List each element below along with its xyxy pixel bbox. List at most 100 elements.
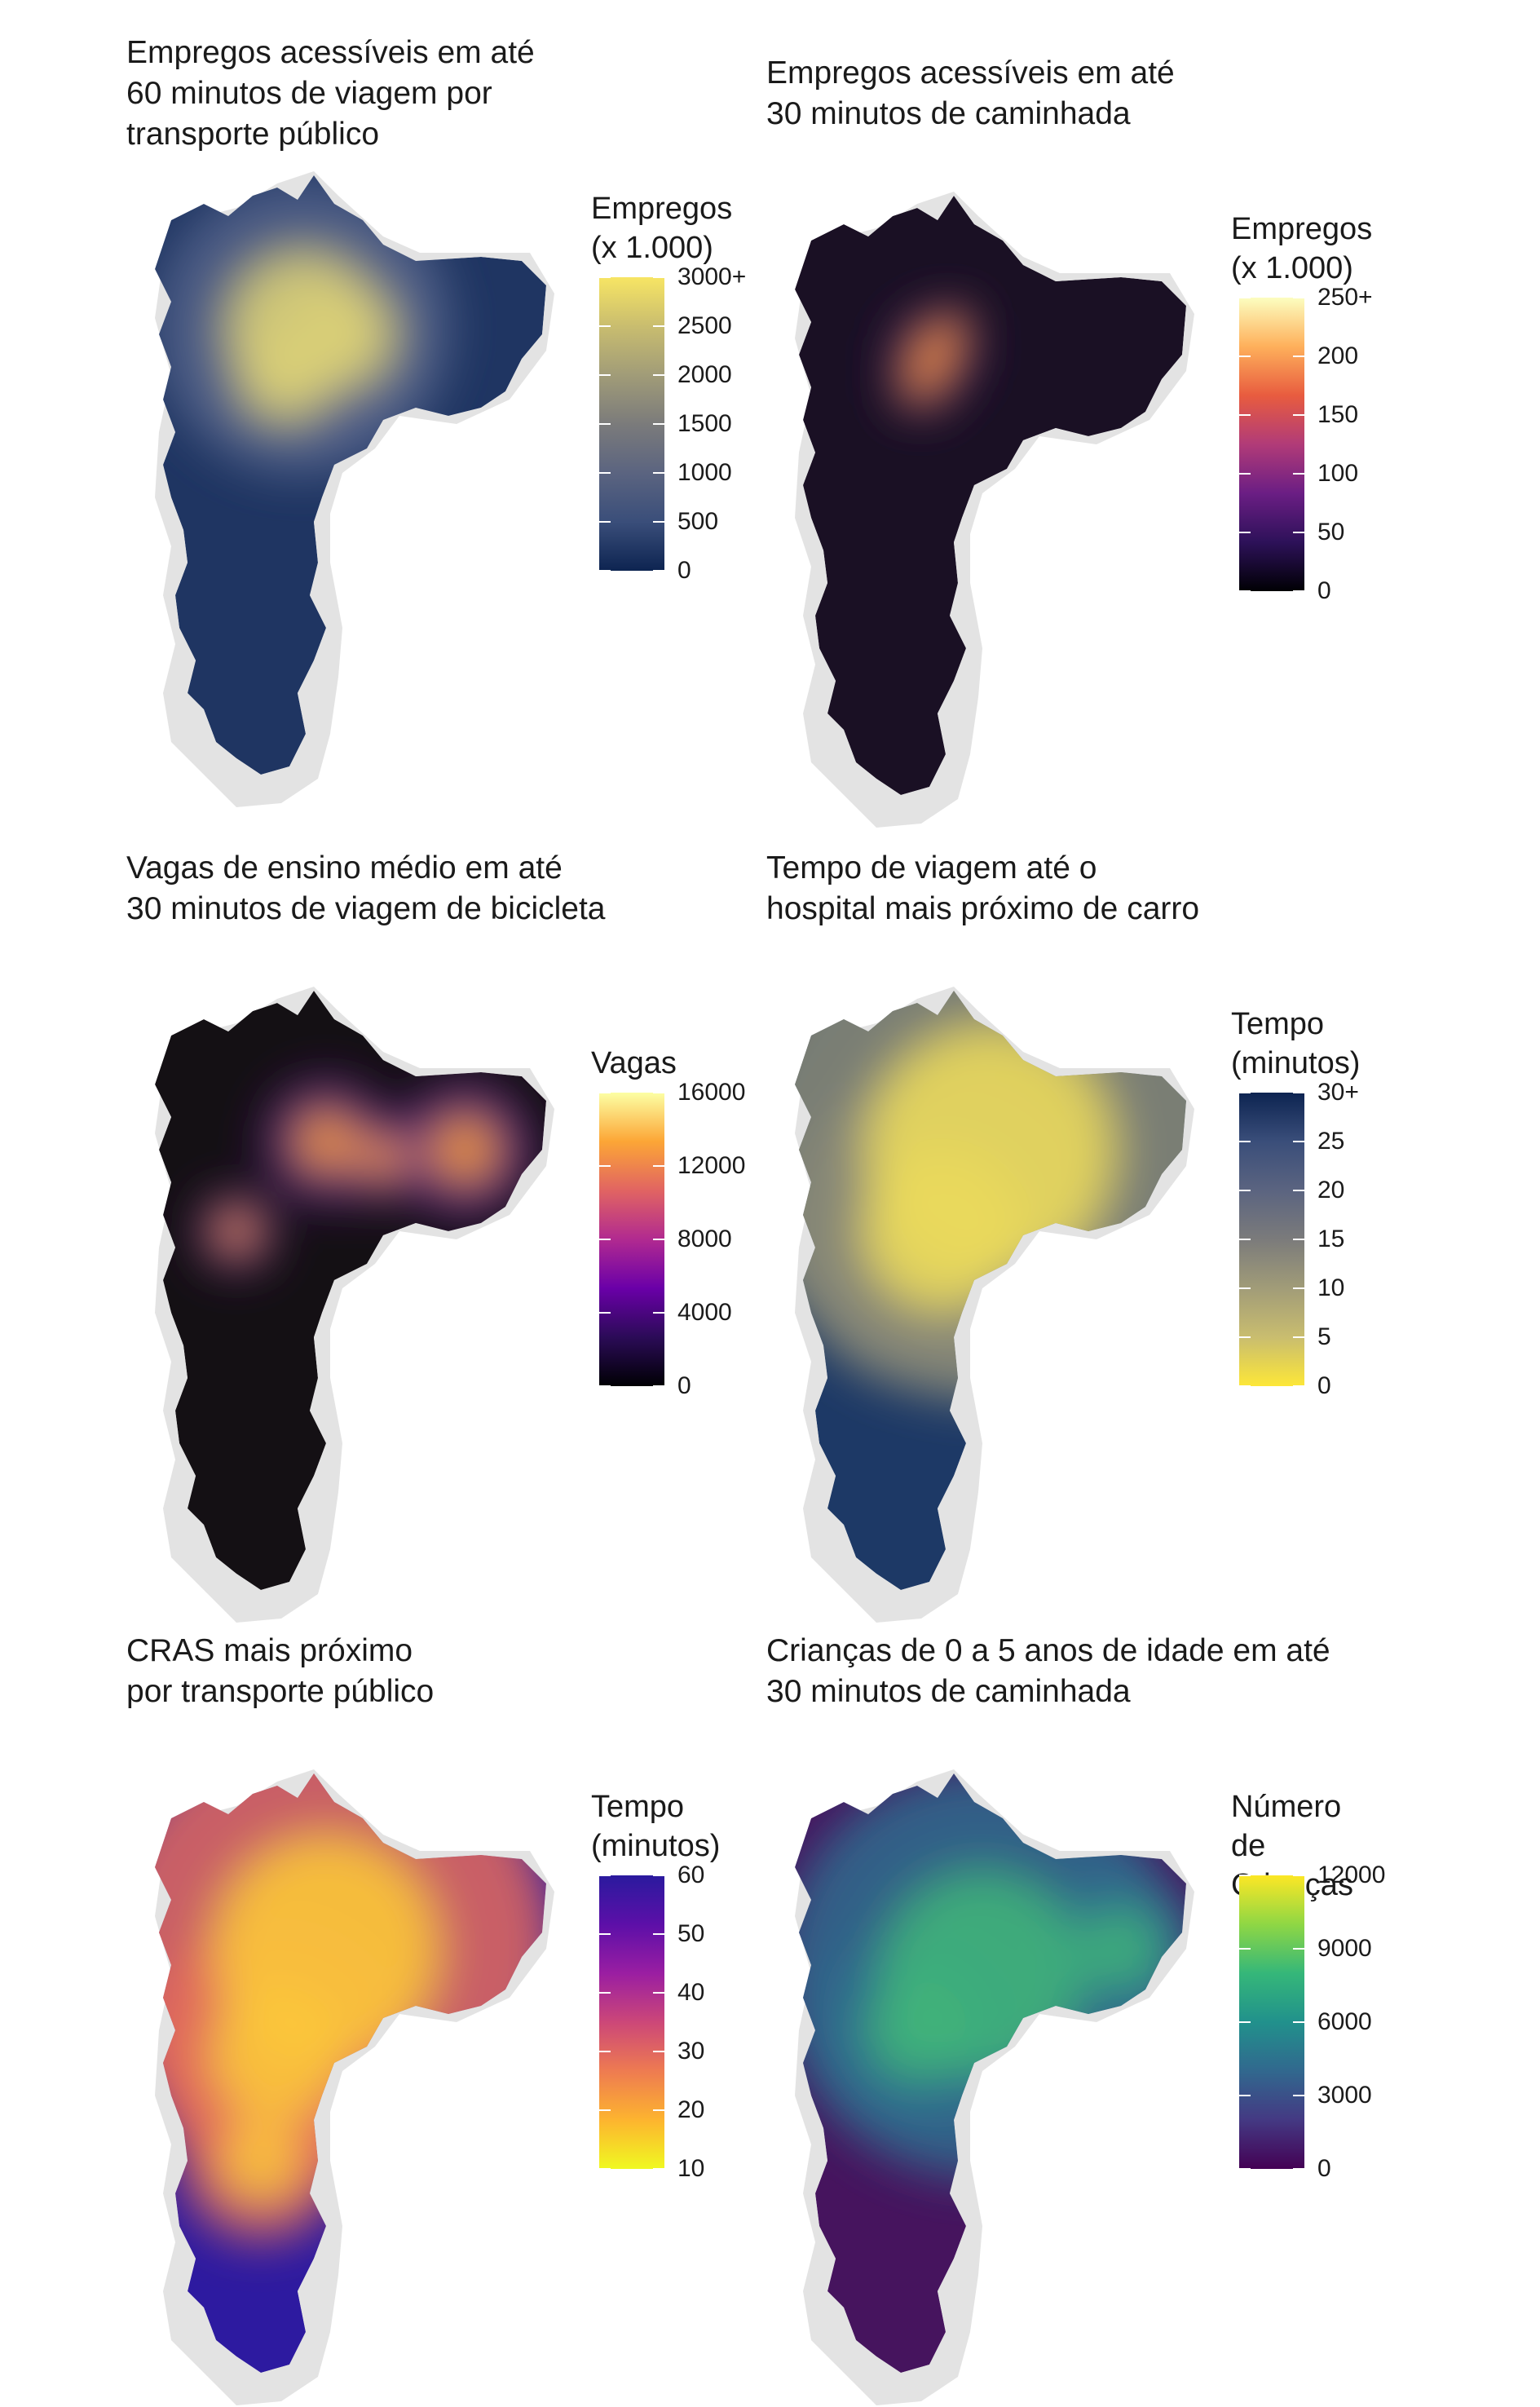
legend-tick-mark [1293,2095,1304,2096]
legend-tick-mark [1239,297,1251,298]
legend-tick-mark [599,1992,611,1994]
legend-tick-mark [1293,414,1304,416]
legend-tick-mark [1239,2095,1251,2096]
legend-tick-mark [1239,590,1251,592]
legend-tick-label: 500 [677,508,719,535]
legend-tick-label: 20 [677,2096,705,2123]
legend-tick-mark [1293,1875,1304,1876]
legend-tick-label: 0 [1317,577,1331,604]
legend-tick-label: 1000 [677,459,732,486]
legend-tick-mark [1239,473,1251,475]
legend-tick-mark [599,1875,611,1876]
choropleth-map [155,171,554,807]
legend-tick-mark [599,1092,611,1093]
legend-tick-mark [599,1165,611,1167]
legend-tick-mark [599,472,611,474]
choropleth-map [795,192,1194,828]
legend-tick-mark [1239,1385,1251,1387]
legend-tick-label: 0 [1317,2155,1331,2182]
legend-tick-mark [653,1239,664,1240]
legend-tick-label: 0 [677,557,691,584]
legend-tick-label: 9000 [1317,1935,1372,1962]
legend-tick-mark [1293,297,1304,298]
legend-tick-mark [653,1312,664,1314]
legend-tick-mark [1293,1287,1304,1289]
legend-tick-mark [599,276,611,278]
legend-tick-label: 0 [1317,1372,1331,1399]
legend-tick-mark [1293,1190,1304,1191]
legend-tick-mark [1239,1141,1251,1142]
map-fill [795,196,1186,795]
legend-tick-mark [1239,1336,1251,1338]
legend-tick-label: 40 [677,1979,705,2006]
legend-tick-mark [653,276,664,278]
panel-title: CRAS mais próximo por transporte público [126,1633,435,1709]
legend-title: Vagas [591,1046,677,1080]
legend-title: Empregos (x 1.000) [591,192,733,265]
legend-tick-mark [599,2109,611,2111]
legend-title: Empregos (x 1.000) [1231,212,1373,285]
legend-tick-mark [653,1092,664,1093]
legend-title: Tempo (minutos) [1231,1007,1361,1080]
choropleth-map [155,987,554,1623]
legend-tick-mark [653,521,664,523]
panel-children-walk: Crianças de 0 a 5 anos de idade em até 3… [766,1631,1402,2405]
legend-tick-label: 20 [1317,1177,1345,1204]
legend-tick-label: 60 [677,1862,705,1888]
legend-tick-mark [1239,2021,1251,2023]
legend-tick-mark [599,1385,611,1387]
legend-tick-label: 100 [1317,460,1359,487]
map-fill [795,1773,1186,2373]
legend-tick-mark [653,1992,664,1994]
legend-tick-label: 10 [1317,1274,1345,1301]
legend-tick-mark [653,472,664,474]
legend-tick-label: 200 [1317,342,1359,369]
legend-tick-label: 30+ [1317,1079,1359,1106]
legend-tick-label: 10 [677,2155,705,2182]
legend-tick-mark [1293,590,1304,592]
legend-tick-label: 4000 [677,1299,732,1326]
panel-jobs-transit: Empregos acessíveis em até 60 minutos de… [126,33,762,807]
legend-tick-mark [1293,2021,1304,2023]
legend-tick-mark [1239,356,1251,357]
legend-tick-label: 150 [1317,401,1359,428]
legend-tick-mark [1239,1190,1251,1191]
legend-tick-mark [599,423,611,425]
panel-title: Tempo de viagem até o hospital mais próx… [766,850,1200,926]
legend-tick-mark [1293,1092,1304,1093]
legend-tick-mark [653,570,664,572]
legend-tick-mark [1239,1875,1251,1876]
legend-tick-mark [599,1933,611,1935]
legend-tick-mark [653,2168,664,2170]
legend-tick-mark [1239,2168,1251,2170]
legend-tick-label: 2500 [677,312,732,339]
legend-tick-mark [1293,1336,1304,1338]
panel-school-bike: Vagas de ensino médio em até 30 minutos … [126,848,762,1623]
legend-tick-label: 2000 [677,361,732,388]
legend-tick-label: 15 [1317,1226,1345,1252]
legend-tick-mark [599,374,611,376]
legend-tick-label: 3000+ [677,263,747,290]
legend-tick-mark [599,1312,611,1314]
panel-title: Crianças de 0 a 5 anos de idade em até 3… [766,1633,1330,1709]
legend-tick-label: 6000 [1317,2008,1372,2035]
legend-tick-label: 50 [677,1920,705,1947]
panel-title: Vagas de ensino médio em até 30 minutos … [126,850,606,926]
legend-tick-mark [653,2109,664,2111]
legend-tick-mark [1293,532,1304,533]
legend-tick-label: 12000 [677,1152,746,1179]
map-fill [155,991,546,1590]
legend-tick-mark [599,2051,611,2052]
legend-tick-mark [599,2168,611,2170]
panel-cras-transit: CRAS mais próximo por transporte público… [126,1631,762,2405]
legend-tick-label: 12000 [1317,1862,1386,1888]
panel-hospital-car: Tempo de viagem até o hospital mais próx… [766,848,1402,1623]
legend-tick-mark [653,423,664,425]
legend-tick-mark [1239,532,1251,533]
legend-tick-mark [1239,1287,1251,1289]
legend-tick-label: 8000 [677,1226,732,1252]
legend-tick-mark [1293,1948,1304,1950]
choropleth-map [155,1769,554,2405]
legend-tick-mark [1293,473,1304,475]
legend-tick-label: 30 [677,2038,705,2065]
